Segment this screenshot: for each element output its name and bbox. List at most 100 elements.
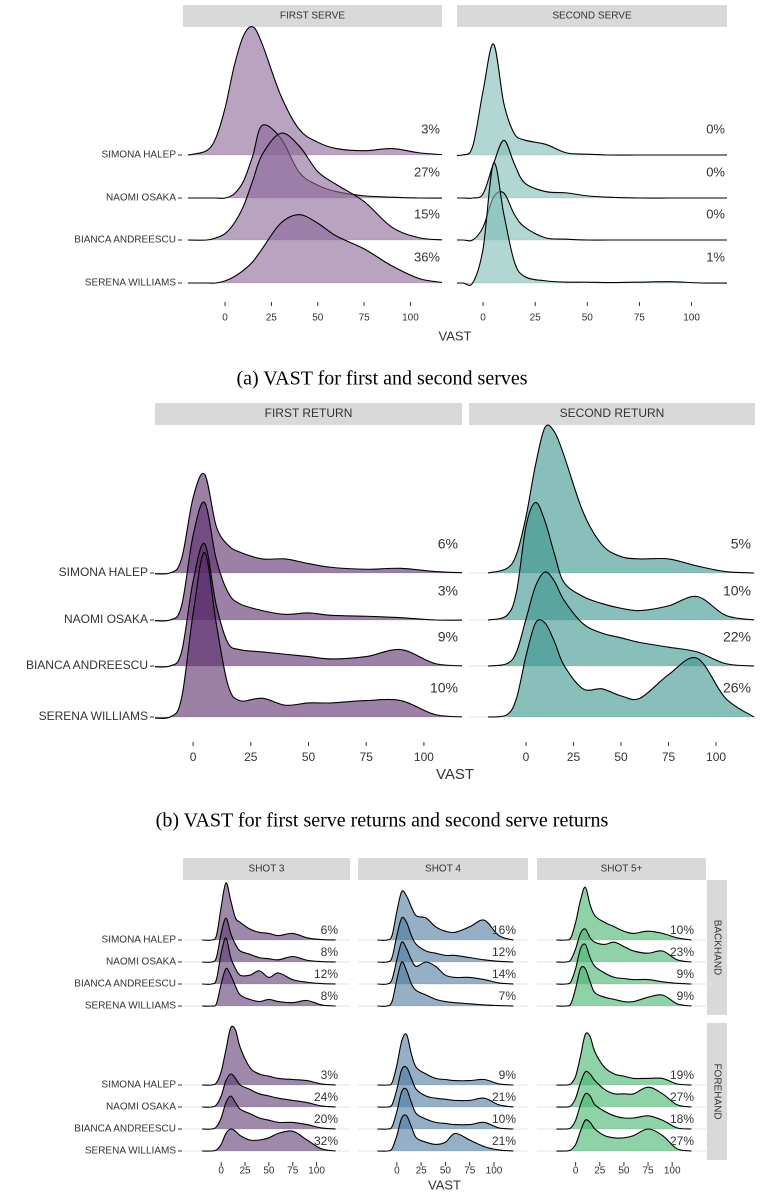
- ridge-area: [377, 917, 514, 963]
- ridge-area: [202, 1128, 336, 1152]
- percent-label: 21%: [492, 1134, 516, 1148]
- facet-strip: [707, 1023, 727, 1160]
- ridges: [377, 1033, 514, 1152]
- x-tick-label: 0: [523, 750, 530, 764]
- percent-label: 27%: [414, 164, 440, 179]
- x-tick-label: 100: [414, 750, 434, 764]
- ridge-outline: [487, 501, 755, 621]
- ridge-outline: [377, 961, 514, 1007]
- ridge-area: [155, 543, 462, 668]
- percent-label: 0%: [706, 164, 725, 179]
- ridge-area: [457, 140, 727, 199]
- ridge-outline: [556, 943, 692, 985]
- x-tick-label: 25: [594, 1166, 606, 1177]
- ridge-outline: [377, 1033, 514, 1086]
- ridge-area: [457, 163, 727, 286]
- percent-label: 36%: [414, 249, 440, 264]
- percent-label: 3%: [321, 1068, 339, 1082]
- percent-label: 21%: [492, 1090, 516, 1104]
- ridge-outline: [202, 967, 336, 1007]
- percent-label: 9%: [677, 967, 695, 981]
- percent-label: 15%: [414, 206, 440, 221]
- x-tick-label: 0: [190, 750, 197, 764]
- ridges: [377, 890, 514, 1007]
- ridge-outline: [155, 472, 462, 575]
- ridge-area: [377, 1088, 514, 1130]
- ridge-area: [377, 941, 514, 985]
- ridges: [187, 26, 442, 284]
- player-label: BIANCA ANDREESCU: [74, 1124, 176, 1135]
- ridge-outline: [377, 1087, 514, 1130]
- ridge-outline: [457, 191, 727, 242]
- ridge-area: [202, 1096, 336, 1130]
- ridge-outline: [457, 162, 727, 287]
- player-label: BIANCA ANDREESCU: [74, 979, 176, 990]
- x-tick-label: 75: [287, 1166, 299, 1177]
- percent-label: 8%: [321, 989, 339, 1003]
- x-axis-label: VAST: [428, 1177, 461, 1192]
- ridge-area: [202, 918, 336, 963]
- ridges: [155, 472, 462, 719]
- ridge-outline: [377, 890, 514, 941]
- x-tick-label: 100: [486, 1166, 503, 1177]
- player-label: SIMONA HALEP: [102, 935, 177, 946]
- strip: [457, 5, 727, 27]
- strip-title: SHOT 5+: [601, 864, 643, 875]
- x-tick-label: 0: [573, 1166, 579, 1177]
- percent-label: 16%: [492, 923, 516, 937]
- x-tick-label: 50: [312, 313, 324, 324]
- ridge-area: [202, 937, 336, 985]
- percent-label: 19%: [670, 1068, 694, 1082]
- percent-label: 9%: [677, 989, 695, 1003]
- ridge-area: [556, 943, 692, 985]
- percent-label: 18%: [670, 1112, 694, 1126]
- strip: [183, 858, 350, 880]
- ridge-area: [188, 26, 442, 155]
- facet-title: BACKHAND: [711, 920, 722, 976]
- player-label: NAOMI OSAKA: [64, 612, 148, 626]
- percent-label: 10%: [723, 583, 751, 599]
- ridge-area: [377, 890, 514, 941]
- percent-label: 6%: [321, 923, 339, 937]
- ridges: [487, 424, 755, 718]
- ridge-outline: [556, 965, 692, 1007]
- x-tick-label: 100: [308, 1166, 325, 1177]
- x-tick-label: 50: [302, 750, 316, 764]
- x-tick-label: 25: [244, 750, 258, 764]
- x-tick-label: 50: [618, 1166, 630, 1177]
- ridge-outline: [155, 501, 462, 622]
- ridge-outline: [188, 132, 442, 241]
- ridge-outline: [556, 1092, 692, 1130]
- ridge-area: [377, 1066, 514, 1108]
- ridge-outline: [202, 1095, 336, 1130]
- strip-title: SECOND SERVE: [552, 11, 632, 22]
- ridge-outline: [202, 1128, 336, 1152]
- caption: (a) VAST for first and second serves: [236, 368, 527, 390]
- ridge-area: [488, 619, 755, 717]
- ridge-area: [556, 928, 692, 963]
- percent-label: 8%: [321, 945, 339, 959]
- percent-label: 10%: [430, 680, 458, 696]
- ridges: [202, 1025, 336, 1152]
- x-tick-label: 50: [263, 1166, 275, 1177]
- x-tick-label: 0: [480, 313, 486, 324]
- ridge-outline: [202, 1025, 336, 1086]
- ridge-area: [377, 1114, 514, 1152]
- percent-label: 7%: [499, 989, 517, 1003]
- player-label: SIMONA HALEP: [102, 150, 177, 161]
- ridge-outline: [556, 1070, 692, 1108]
- x-tick-label: 75: [642, 1166, 654, 1177]
- ridge-outline: [202, 882, 336, 941]
- ridge-area: [377, 1033, 514, 1086]
- ridge-outline: [202, 1073, 336, 1108]
- percent-label: 1%: [706, 249, 725, 264]
- x-tick-label: 50: [582, 313, 594, 324]
- x-axis-label: VAST: [436, 766, 474, 783]
- percent-label: 32%: [314, 1134, 338, 1148]
- ridges: [202, 882, 336, 1007]
- player-label: SERENA WILLIAMS: [39, 709, 148, 723]
- x-tick-label: 75: [360, 750, 374, 764]
- percent-label: 9%: [499, 1068, 517, 1082]
- ridge-area: [202, 968, 336, 1007]
- x-tick-label: 0: [394, 1166, 400, 1177]
